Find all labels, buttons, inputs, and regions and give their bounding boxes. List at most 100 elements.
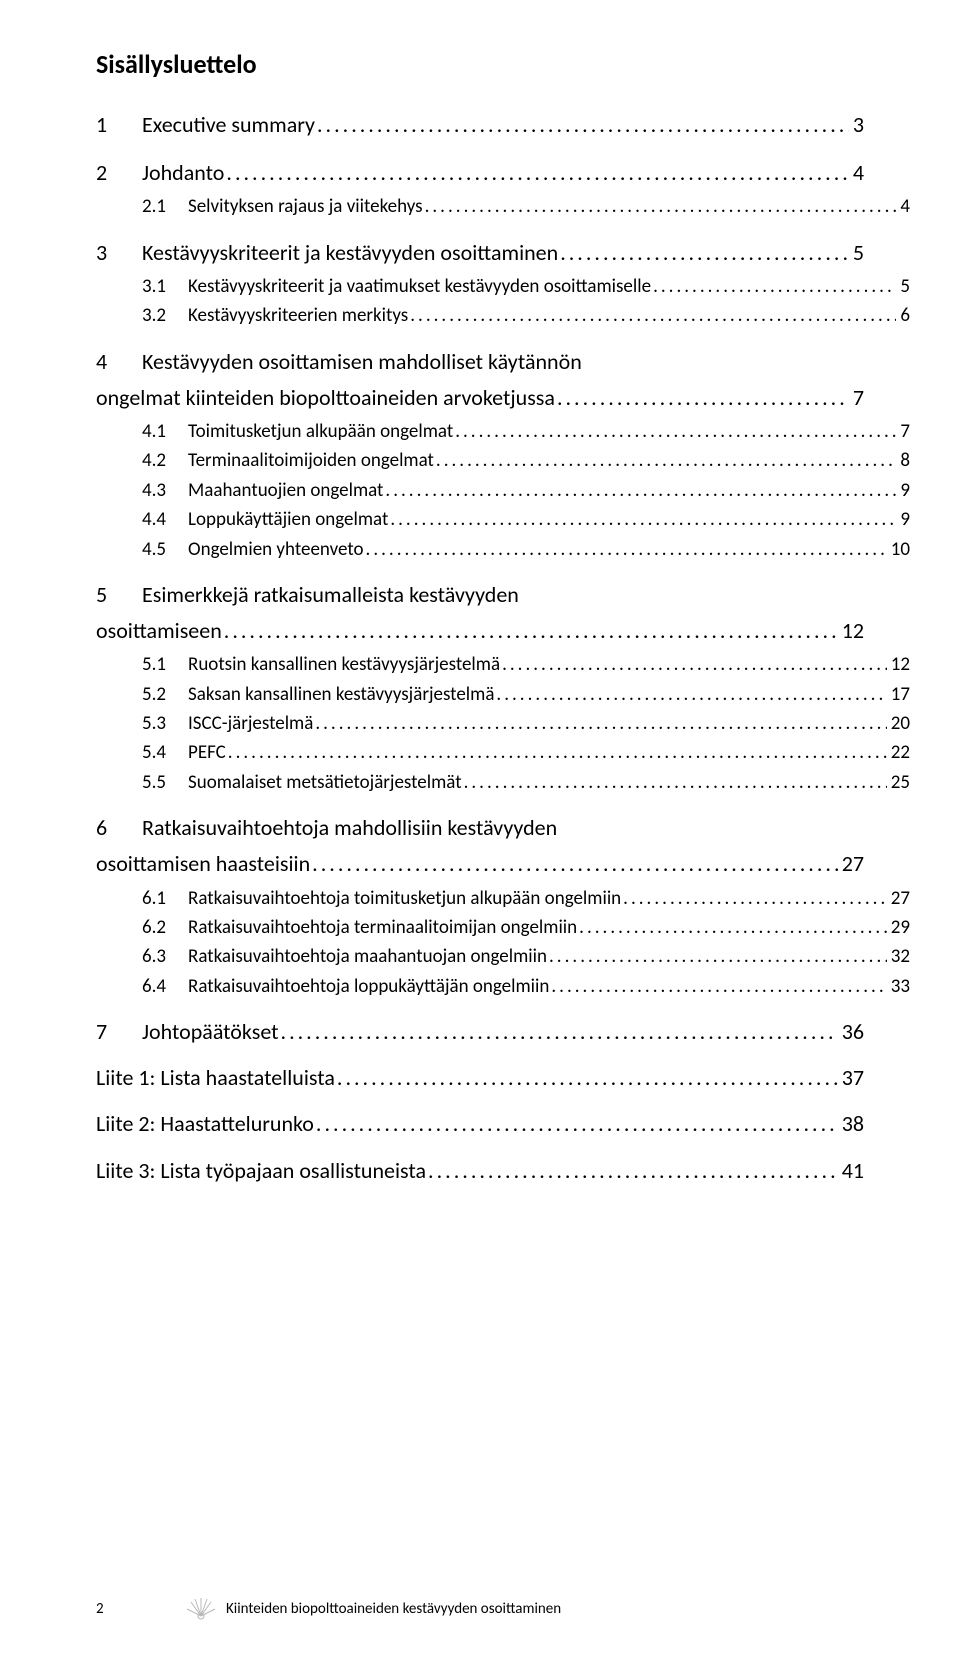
toc-entry-number: 6.3 (142, 942, 188, 971)
toc-entry: 3.1Kestävyyskriteerit ja vaatimukset kes… (142, 272, 910, 301)
toc-entry-label: osoittamisen haasteisiin (96, 847, 310, 881)
toc-leader: ........................................… (500, 650, 887, 679)
toc-list: 1Executive summary......................… (96, 108, 864, 1188)
toc-entry-label: Ratkaisuvaihtoehtoja mahdollisiin kestäv… (142, 811, 557, 845)
toc-entry-label: Johdanto (142, 156, 224, 190)
footer-text: Kiinteiden biopolttoaineiden kestävyyden… (226, 1600, 561, 1618)
toc-entry-page: 27 (887, 884, 910, 913)
toc-entry: Liite 2: Haastattelurunko...............… (96, 1107, 864, 1141)
toc-leader: ........................................… (549, 972, 886, 1001)
toc-entry-page: 9 (896, 476, 910, 505)
toc-leader: ........................................… (388, 505, 896, 534)
toc-entry: 4.4Loppukäyttäjien ongelmat.............… (142, 505, 910, 534)
toc-entry-label: Liite 2: Haastattelurunko (96, 1107, 314, 1141)
toc-entry: 5.5Suomalaiset metsätietojärjestelmät...… (142, 768, 910, 797)
toc-leader: ........................................… (462, 768, 887, 797)
toc-entry-continuation: osoittamiseen...........................… (96, 614, 864, 648)
toc-entry-label: Ratkaisuvaihtoehtoja terminaalitoimijan … (188, 913, 577, 942)
toc-entry-label: osoittamiseen (96, 614, 222, 648)
toc-entry: 4.1Toimitusketjun alkupään ongelmat.....… (142, 417, 910, 446)
footer: 2 Kiinteiden biopolttoaineiden kestävyyd… (96, 1594, 864, 1624)
toc-leader: ........................................… (335, 1061, 838, 1095)
toc-entry-number: 1 (96, 108, 142, 142)
toc-entry-number: 5.5 (142, 768, 188, 797)
toc-entry-label: Kestävyyden osoittamisen mahdolliset käy… (142, 345, 582, 379)
toc-leader: ........................................… (315, 108, 849, 142)
toc-entry: 3Kestävyyskriteerit ja kestävyyden osoit… (96, 236, 864, 270)
toc-entry-continuation: osoittamisen haasteisiin................… (96, 847, 864, 881)
toc-entry-label: Kestävyyskriteerit ja vaatimukset kestäv… (188, 272, 651, 301)
toc-entry-page: 7 (849, 381, 864, 415)
toc-leader: ........................................… (423, 192, 897, 221)
toc-entry-number: 6.1 (142, 884, 188, 913)
toc-leader: ........................................… (222, 614, 838, 648)
toc-entry-page: 33 (887, 972, 910, 1001)
toc-entry: 5.3ISCC-järjestelmä.....................… (142, 709, 910, 738)
toc-entry: 4.2Terminaalitoimijoiden ongelmat.......… (142, 446, 910, 475)
toc-entry: 4.5Ongelmien yhteenveto.................… (142, 535, 910, 564)
toc-entry-page: 8 (896, 446, 910, 475)
toc-leader: ........................................… (226, 738, 887, 767)
toc-entry-number: 2.1 (142, 192, 188, 221)
toc-entry-number: 3.2 (142, 301, 188, 330)
toc-entry: 6.3Ratkaisuvaihtoehtoja maahantuojan ong… (142, 942, 910, 971)
toc-entry-page: 5 (896, 272, 910, 301)
toc-entry-label: Suomalaiset metsätietojärjestelmät (188, 768, 462, 797)
toc-entry-page: 38 (838, 1107, 864, 1141)
toc-entry-label: Maahantuojien ongelmat (188, 476, 383, 505)
toc-entry-page: 5 (849, 236, 864, 270)
toc-entry: 3.2Kestävyyskriteerien merkitys.........… (142, 301, 910, 330)
toc-entry-page: 22 (887, 738, 910, 767)
toc-entry: 5.4PEFC.................................… (142, 738, 910, 767)
toc-entry-page: 9 (896, 505, 910, 534)
toc-entry-label: Ratkaisuvaihtoehtoja toimitusketjun alku… (188, 884, 621, 913)
toc-entry: 2.1Selvityksen rajaus ja viitekehys.....… (142, 192, 910, 221)
toc-entry: 2Johdanto...............................… (96, 156, 864, 190)
toc-entry-number: 5 (96, 578, 142, 612)
toc-leader: ........................................… (224, 156, 848, 190)
toc-leader: ........................................… (555, 381, 849, 415)
toc-leader: ........................................… (621, 884, 887, 913)
toc-entry-page: 10 (887, 535, 910, 564)
toc-entry-label: Terminaalitoimijoiden ongelmat (188, 446, 434, 475)
toc-entry-continuation: ongelmat kiinteiden biopolttoaineiden ar… (96, 381, 864, 415)
toc-entry-page: 17 (887, 680, 910, 709)
toc-entry-label: Ongelmien yhteenveto (188, 535, 364, 564)
toc-leader: ........................................… (426, 1154, 838, 1188)
toc-entry: 6Ratkaisuvaihtoehtoja mahdollisiin kestä… (96, 811, 864, 845)
toc-leader: ........................................… (577, 913, 887, 942)
toc-leader: ........................................… (314, 1107, 838, 1141)
toc-entry-label: Toimitusketjun alkupään ongelmat (188, 417, 453, 446)
toc-entry: 5Esimerkkejä ratkaisumalleista kestävyyd… (96, 578, 864, 612)
toc-entry-page: 41 (838, 1154, 864, 1188)
toc-leader: ........................................… (453, 417, 896, 446)
toc-entry-label: Ruotsin kansallinen kestävyysjärjestelmä (188, 650, 500, 679)
toc-entry-number: 3.1 (142, 272, 188, 301)
toc-entry-number: 6.4 (142, 972, 188, 1001)
toc-entry-page: 20 (887, 709, 910, 738)
toc-entry-label: PEFC (188, 738, 226, 767)
toc-entry-number: 4.2 (142, 446, 188, 475)
toc-entry-label: Selvityksen rajaus ja viitekehys (188, 192, 423, 221)
toc-entry-label: Loppukäyttäjien ongelmat (188, 505, 388, 534)
toc-leader: ........................................… (547, 942, 887, 971)
toc-entry-page: 25 (887, 768, 910, 797)
toc-leader: ........................................… (408, 301, 896, 330)
footer-page-number: 2 (96, 1600, 186, 1618)
toc-entry-number: 7 (96, 1015, 142, 1049)
toc-entry-label: ongelmat kiinteiden biopolttoaineiden ar… (96, 381, 555, 415)
toc-entry-page: 6 (896, 301, 910, 330)
toc-entry-page: 32 (887, 942, 910, 971)
toc-entry: 6.4Ratkaisuvaihtoehtoja loppukäyttäjän o… (142, 972, 910, 1001)
toc-entry-page: 36 (838, 1015, 864, 1049)
toc-entry-number: 5.4 (142, 738, 188, 767)
toc-entry-label: Ratkaisuvaihtoehtoja loppukäyttäjän onge… (188, 972, 549, 1001)
toc-entry-page: 3 (849, 108, 864, 142)
toc-entry-number: 4.3 (142, 476, 188, 505)
toc-entry-number: 5.2 (142, 680, 188, 709)
toc-title: Sisällysluettelo (96, 48, 864, 80)
page: Sisällysluettelo 1Executive summary.....… (0, 0, 960, 1672)
toc-entry-number: 5.3 (142, 709, 188, 738)
toc-entry: Liite 1: Lista haastatelluista..........… (96, 1061, 864, 1095)
toc-entry-number: 4.1 (142, 417, 188, 446)
